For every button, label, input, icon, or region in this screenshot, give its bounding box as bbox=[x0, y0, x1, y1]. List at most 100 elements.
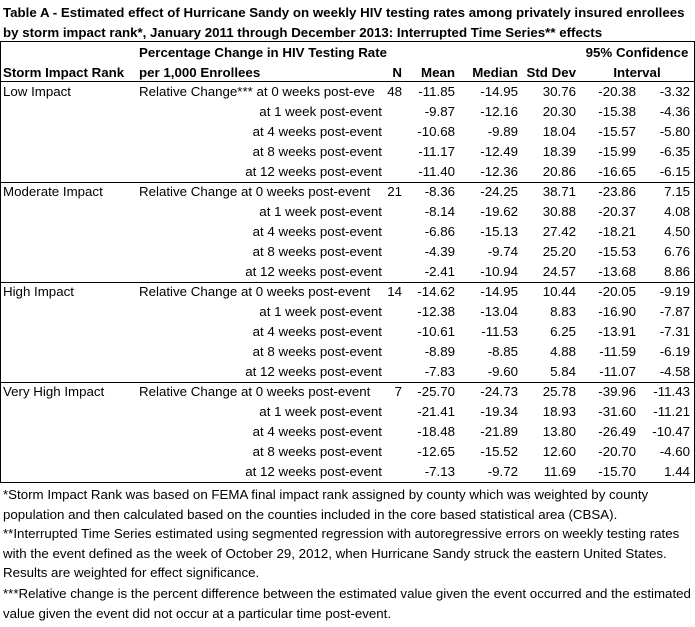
ci-lower-value: -15.38 bbox=[598, 104, 636, 119]
ci-upper-value: -4.60 bbox=[659, 444, 690, 459]
median-value: -24.25 bbox=[480, 184, 518, 199]
mean-value: -10.68 bbox=[417, 124, 455, 139]
row-label: at 1 week post-event bbox=[259, 404, 382, 419]
std-dev-value: 4.88 bbox=[550, 344, 576, 359]
mean-value: -7.83 bbox=[424, 364, 455, 379]
group-n-value: 21 bbox=[387, 184, 402, 199]
std-dev-value: 11.69 bbox=[543, 464, 576, 479]
row-label: at 12 weeks post-event bbox=[245, 464, 382, 479]
ci-lower-value: -15.57 bbox=[598, 124, 636, 139]
ci-upper-value: -7.87 bbox=[659, 304, 690, 319]
mean-value: -4.39 bbox=[424, 244, 455, 259]
group-n-value: 48 bbox=[387, 84, 402, 99]
ci-lower-value: -15.99 bbox=[598, 144, 636, 159]
row-label: at 12 weeks post-event bbox=[245, 264, 382, 279]
ci-lower-value: -16.90 bbox=[598, 304, 636, 319]
row-label: at 8 weeks post-event bbox=[252, 244, 382, 259]
row-label: Relative Change at 0 weeks post-event bbox=[139, 284, 371, 299]
ci-upper-value: -10.47 bbox=[652, 424, 690, 439]
ci-lower-value: -15.70 bbox=[598, 464, 636, 479]
group-rule bbox=[0, 282, 695, 283]
ci-upper-value: 6.76 bbox=[664, 244, 690, 259]
mean-value: -7.13 bbox=[424, 464, 455, 479]
group-rule bbox=[0, 382, 695, 383]
ci-upper-value: 1.44 bbox=[664, 464, 690, 479]
ci-upper-value: 8.86 bbox=[664, 264, 690, 279]
row-label: at 4 weeks post-event bbox=[252, 324, 382, 339]
median-value: -12.36 bbox=[480, 164, 518, 179]
footnote-relative-change: ***Relative change is the percent differ… bbox=[3, 586, 691, 621]
group-rank-label: Moderate Impact bbox=[3, 184, 103, 199]
header-rule-bottom bbox=[0, 81, 695, 82]
ci-lower-value: -31.60 bbox=[598, 404, 636, 419]
std-dev-value: 18.04 bbox=[542, 124, 576, 139]
std-dev-value: 25.20 bbox=[542, 244, 576, 259]
ci-lower-value: -13.91 bbox=[598, 324, 636, 339]
ci-lower-value: -23.86 bbox=[598, 184, 636, 199]
table-title: Table A - Estimated effect of Hurricane … bbox=[3, 5, 685, 40]
std-dev-value: 6.25 bbox=[550, 324, 576, 339]
ci-lower-value: -18.21 bbox=[598, 224, 636, 239]
mean-value: -12.65 bbox=[417, 444, 455, 459]
std-dev-value: 30.76 bbox=[542, 84, 576, 99]
ci-lower-value: -11.07 bbox=[599, 364, 636, 379]
mean-value: -2.41 bbox=[424, 264, 455, 279]
median-value: -15.52 bbox=[480, 444, 518, 459]
footnote-storm-impact: *Storm Impact Rank was based on FEMA fin… bbox=[3, 487, 649, 522]
std-dev-value: 24.57 bbox=[542, 264, 576, 279]
mean-value: -6.86 bbox=[424, 224, 455, 239]
row-label: at 1 week post-event bbox=[259, 104, 382, 119]
ci-lower-value: -20.05 bbox=[598, 284, 636, 299]
median-value: -12.16 bbox=[480, 104, 518, 119]
footnote-interrupted-time-series: **Interrupted Time Series estimated usin… bbox=[3, 526, 680, 581]
ci-lower-value: -20.37 bbox=[598, 204, 636, 219]
ci-upper-value: -6.19 bbox=[659, 344, 690, 359]
std-dev-value: 13.80 bbox=[542, 424, 576, 439]
median-value: -9.74 bbox=[487, 244, 518, 259]
std-dev-value: 38.71 bbox=[542, 184, 576, 199]
median-value: -21.89 bbox=[480, 424, 518, 439]
mean-value: -21.41 bbox=[417, 404, 455, 419]
median-value: -8.85 bbox=[487, 344, 518, 359]
mean-value: -11.17 bbox=[418, 144, 455, 159]
row-label: at 4 weeks post-event bbox=[252, 424, 382, 439]
group-rank-label: Very High Impact bbox=[3, 384, 105, 399]
mean-value: -10.61 bbox=[417, 324, 455, 339]
ci-lower-value: -20.38 bbox=[598, 84, 636, 99]
median-value: -14.95 bbox=[480, 84, 518, 99]
ci-upper-value: 4.50 bbox=[664, 224, 690, 239]
ci-upper-value: -6.35 bbox=[659, 144, 690, 159]
median-value: -19.34 bbox=[480, 404, 518, 419]
row-label: at 4 weeks post-event bbox=[252, 124, 382, 139]
header-rule-top bbox=[0, 41, 695, 42]
header-percentage-change-line2: per 1,000 Enrollees bbox=[139, 65, 261, 80]
ci-upper-value: -5.80 bbox=[659, 124, 690, 139]
ci-lower-value: -39.96 bbox=[598, 384, 636, 399]
ci-upper-value: -11.21 bbox=[653, 404, 690, 419]
mean-value: -11.85 bbox=[418, 84, 455, 99]
group-rule bbox=[0, 482, 695, 483]
ci-upper-value: 7.15 bbox=[664, 184, 690, 199]
median-value: -19.62 bbox=[480, 204, 518, 219]
ci-lower-value: -26.49 bbox=[598, 424, 636, 439]
row-label: at 12 weeks post-event bbox=[245, 164, 382, 179]
row-label: at 1 week post-event bbox=[259, 304, 382, 319]
row-label: at 8 weeks post-event bbox=[252, 344, 382, 359]
std-dev-value: 20.86 bbox=[542, 164, 576, 179]
table-rule-left bbox=[0, 41, 1, 482]
row-label: at 4 weeks post-event bbox=[252, 224, 382, 239]
row-label: at 12 weeks post-event bbox=[245, 364, 382, 379]
mean-value: -9.87 bbox=[424, 104, 455, 119]
group-n-value: 14 bbox=[387, 284, 402, 299]
header-confidence-line2: Interval bbox=[613, 65, 661, 80]
header-median: Median bbox=[472, 65, 518, 80]
mean-value: -8.14 bbox=[424, 204, 455, 219]
row-label: at 1 week post-event bbox=[259, 204, 382, 219]
mean-value: -8.89 bbox=[424, 344, 455, 359]
ci-upper-value: -11.43 bbox=[653, 384, 690, 399]
ci-upper-value: -4.58 bbox=[659, 364, 690, 379]
std-dev-value: 18.93 bbox=[542, 404, 576, 419]
median-value: -9.89 bbox=[487, 124, 518, 139]
mean-value: -8.36 bbox=[424, 184, 455, 199]
